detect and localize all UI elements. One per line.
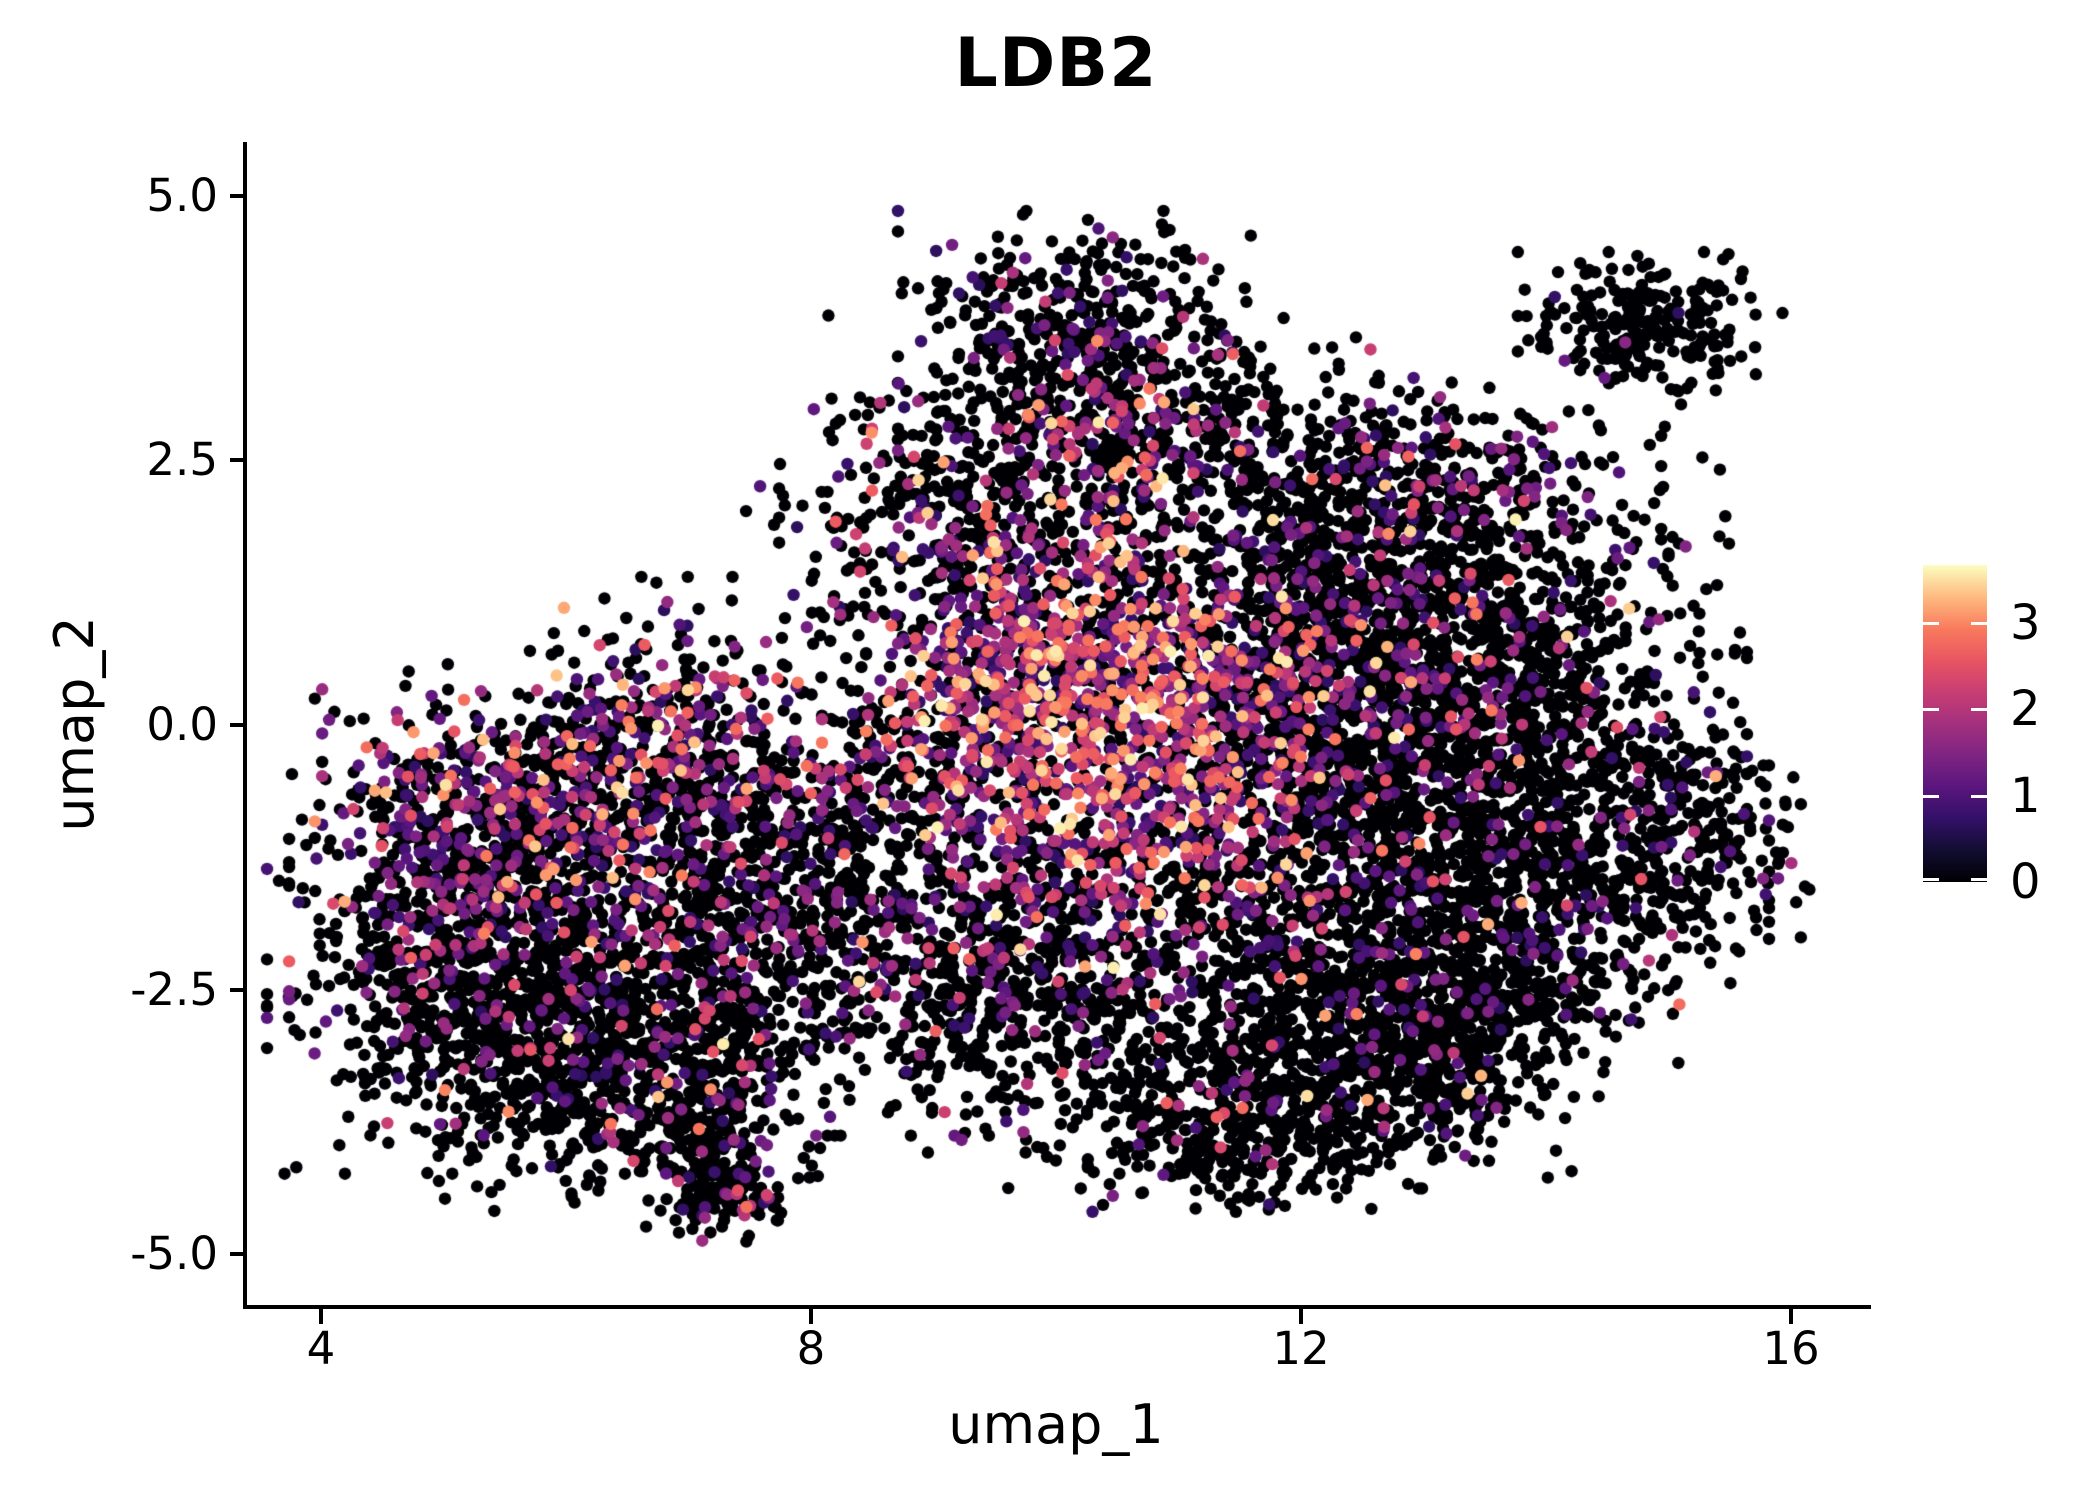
x-tick-label: 4: [306, 1322, 336, 1375]
y-tick-mark: [230, 987, 245, 992]
colorbar-tick-mark: [1971, 621, 1987, 625]
y-tick-mark: [230, 1252, 245, 1257]
x-tick-label: 8: [796, 1322, 826, 1375]
x-tick-mark: [1299, 1309, 1303, 1324]
colorbar-tick-mark: [1923, 878, 1939, 881]
y-tick-label: 5.0: [146, 168, 218, 222]
colorbar-gradient: [1923, 565, 1987, 882]
x-tick-label: 12: [1272, 1322, 1330, 1375]
colorbar-tick-label: 1: [2010, 767, 2041, 824]
y-tick-label: 2.5: [146, 433, 218, 487]
x-axis-title: umap_1: [948, 1393, 1164, 1456]
y-axis-line: [243, 142, 247, 1309]
y-tick-mark: [230, 458, 245, 463]
colorbar-tick-mark: [1923, 621, 1939, 625]
plot-title: LDB2: [954, 24, 1158, 103]
x-tick-mark: [1789, 1309, 1794, 1324]
colorbar-tick-mark: [1971, 794, 1987, 798]
y-axis-title: umap_2: [43, 616, 106, 832]
colorbar-tick-label: 2: [2010, 681, 2041, 738]
x-axis-line: [243, 1305, 1871, 1309]
colorbar-tick-mark: [1923, 794, 1939, 798]
x-tick-mark: [808, 1309, 813, 1324]
y-tick-mark: [230, 193, 245, 198]
colorbar-tick-mark: [1923, 708, 1939, 712]
colorbar-tick-mark: [1971, 878, 1987, 881]
colorbar-tick-label: 3: [2010, 594, 2041, 651]
y-tick-label: 0.0: [146, 698, 218, 752]
colorbar-tick-mark: [1971, 708, 1987, 712]
y-tick-mark: [230, 723, 245, 728]
y-tick-label: -5.0: [130, 1227, 218, 1281]
x-tick-mark: [318, 1309, 323, 1324]
colorbar-tick-label: 0: [2010, 854, 2041, 910]
y-tick-label: -2.5: [130, 962, 218, 1016]
x-tick-label: 16: [1762, 1322, 1820, 1375]
